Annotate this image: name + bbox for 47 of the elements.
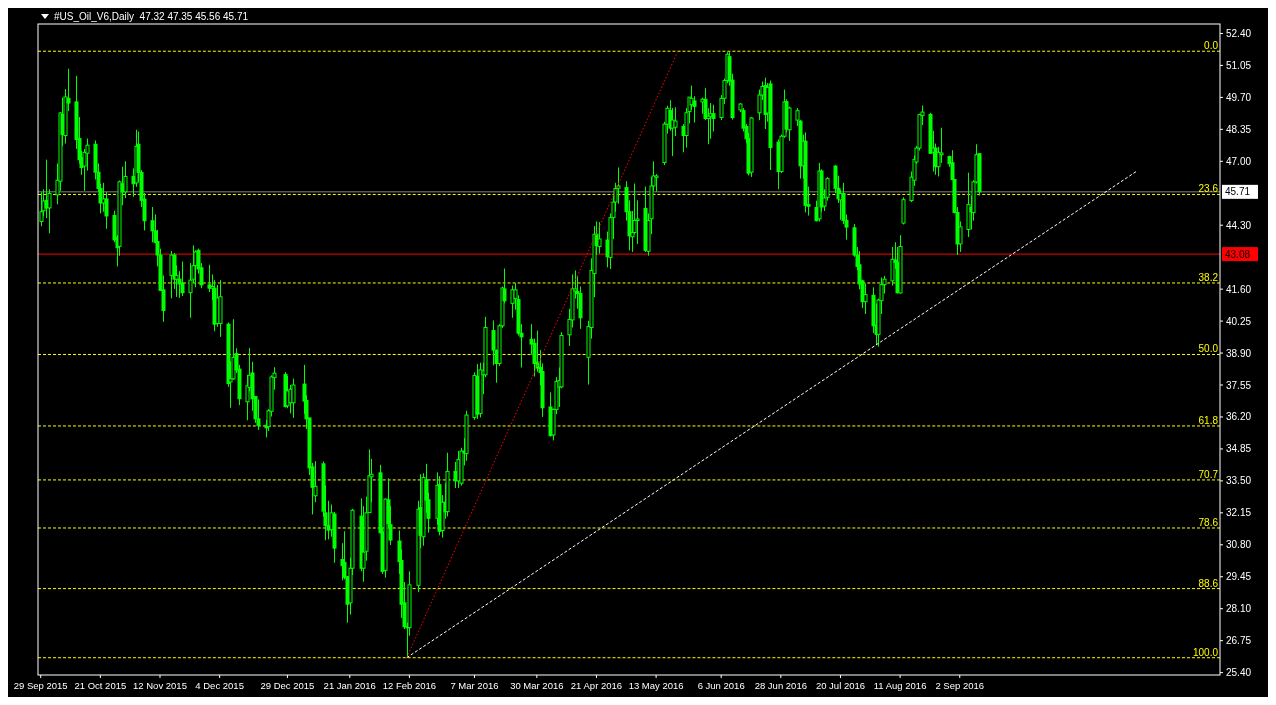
y-tick-label: 48.35 [1226,123,1252,135]
y-tick-label: 41.60 [1226,283,1252,295]
x-tick-label: 30 Mar 2016 [510,680,564,691]
y-tick-label: 52.40 [1226,27,1252,39]
annotation: 88.6 [1198,577,1219,589]
ref-line-label: 43.08 [1225,248,1251,260]
x-tick-label: 21 Apr 2016 [570,680,623,691]
y-tick-label: 28.10 [1226,603,1252,615]
y-tick-label: 40.25 [1226,315,1252,327]
annotation: 78.6 [1198,516,1219,528]
x-tick-label: 12 Nov 2015 [133,680,187,691]
y-tick-label: 33.50 [1226,475,1252,487]
x-tick-label: 29 Dec 2015 [260,680,315,691]
x-tick-label: 11 Aug 2016 [873,680,927,691]
annotation: 38.2 [1198,271,1219,283]
chart-title: #US_Oil_V6,Daily 47.32 47.35 45.56 45.71 [54,11,249,22]
y-tick-label: 25.40 [1226,667,1252,679]
y-tick-label: 32.15 [1226,507,1252,519]
y-tick-label: 44.30 [1226,219,1252,231]
x-tick-label: 20 Jul 2016 [815,680,866,691]
y-tick-label: 34.85 [1226,443,1252,455]
y-tick-label: 38.90 [1226,347,1252,359]
x-tick-label: 6 Jun 2016 [697,680,745,691]
annotation: 0.0 [1204,40,1219,52]
y-tick-label: 30.80 [1226,539,1252,551]
y-tick-label: 49.70 [1226,91,1252,103]
y-tick-label: 26.75 [1226,635,1252,647]
x-tick-label: 21 Oct 2015 [74,680,127,691]
y-tick-label: 29.45 [1226,571,1252,583]
annotation: 61.8 [1198,414,1219,426]
annotation: 50.0 [1198,343,1219,355]
y-tick-label: 51.05 [1226,59,1252,71]
x-tick-label: 21 Jan 2016 [323,680,376,691]
x-tick-label: 4 Dec 2015 [195,680,244,691]
annotation: 23.6 [1198,183,1219,195]
y-tick-label: 37.55 [1226,379,1252,391]
y-tick-label: 36.20 [1226,411,1252,423]
annotation: 100.0 [1192,646,1219,658]
x-tick-label: 28 Jun 2016 [754,680,807,691]
x-tick-label: 2 Sep 2016 [935,680,985,691]
x-tick-label: 13 May 2016 [628,680,684,691]
x-tick-label: 7 Mar 2016 [450,680,499,691]
y-tick-label: 47.00 [1226,155,1252,167]
ref-line-label: 45.71 [1225,186,1251,198]
x-tick-label: 12 Feb 2016 [382,680,437,691]
x-tick-label: 29 Sep 2015 [13,680,68,691]
annotation: 70.7 [1198,468,1219,480]
